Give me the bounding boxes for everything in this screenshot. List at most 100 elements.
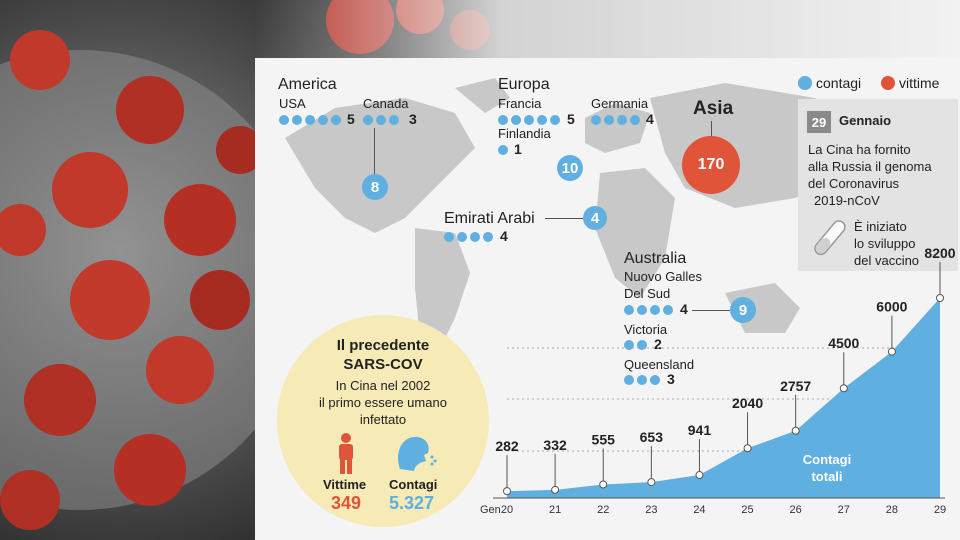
region-australia: Australia bbox=[624, 250, 687, 267]
francia-count: 5 bbox=[567, 111, 575, 127]
data-point bbox=[791, 426, 800, 435]
case-dot bbox=[637, 305, 647, 315]
case-dot bbox=[537, 115, 547, 125]
region-america: America bbox=[278, 76, 337, 93]
area-label-2: totali bbox=[811, 469, 842, 484]
case-dot bbox=[630, 115, 640, 125]
data-point bbox=[503, 487, 511, 496]
case-dot bbox=[624, 375, 634, 385]
calendar-icon: 29 bbox=[807, 111, 831, 133]
case-dot bbox=[624, 340, 634, 350]
germania-count: 4 bbox=[646, 111, 654, 127]
asia-leader-line bbox=[711, 121, 712, 139]
x-tick-label: 22 bbox=[597, 504, 609, 516]
case-dot bbox=[305, 115, 315, 125]
cases-legend-dot bbox=[798, 76, 812, 90]
news-sidebox: 29 Gennaio La Cina ha fornito alla Russi… bbox=[798, 99, 958, 271]
germania-dots bbox=[591, 115, 640, 125]
case-dot bbox=[524, 115, 534, 125]
case-dot bbox=[604, 115, 614, 125]
europa-total-bubble: 10 bbox=[557, 155, 583, 181]
sars-deaths-value: 349 bbox=[331, 493, 362, 513]
case-dot bbox=[389, 115, 399, 125]
canada-count: 3 bbox=[409, 111, 417, 127]
data-label: 2040 bbox=[732, 395, 763, 411]
sars-title-1: Il precedente bbox=[336, 337, 430, 354]
case-dot bbox=[637, 340, 647, 350]
data-label: 2757 bbox=[780, 378, 811, 394]
x-tick-label: 20 bbox=[501, 504, 513, 516]
data-point bbox=[839, 384, 848, 393]
emirati-leader-line bbox=[545, 218, 583, 219]
nsw-dots bbox=[624, 305, 673, 315]
emirati-count: 4 bbox=[500, 228, 508, 244]
francia-dots bbox=[498, 115, 560, 125]
sidebox-vaccine-1: È iniziato bbox=[854, 219, 907, 234]
x-tick-label: 28 bbox=[886, 504, 898, 516]
case-dot bbox=[511, 115, 521, 125]
case-dot bbox=[663, 305, 673, 315]
deaths-legend-dot bbox=[881, 76, 895, 90]
sidebox-vaccine-2: lo sviluppo bbox=[854, 236, 916, 251]
case-dot bbox=[624, 305, 634, 315]
region-europa: Europa bbox=[498, 76, 550, 93]
cases-area-chart: Gen2822033221555226532394124204025275726… bbox=[480, 245, 956, 516]
x-tick-label: 26 bbox=[790, 504, 802, 516]
usa-dots bbox=[279, 115, 341, 125]
sidebox-note-4: 2019-nCoV bbox=[814, 193, 880, 208]
deaths-legend-label: vittime bbox=[899, 75, 940, 91]
finlandia-count: 1 bbox=[514, 141, 522, 157]
state-victoria: Victoria bbox=[624, 322, 668, 337]
sneeze-icon bbox=[398, 436, 437, 471]
area-series bbox=[507, 298, 940, 498]
data-label: 6000 bbox=[876, 299, 907, 315]
x-axis-prefix: Gen bbox=[480, 504, 501, 516]
finlandia-dots bbox=[498, 145, 508, 155]
data-point bbox=[743, 444, 752, 453]
area-label-1: Contagi bbox=[803, 452, 851, 467]
data-point bbox=[647, 478, 656, 487]
case-dot bbox=[637, 375, 647, 385]
case-dot bbox=[498, 115, 508, 125]
data-point bbox=[599, 480, 608, 489]
victoria-dots bbox=[624, 340, 647, 350]
sidebox-note-3: del Coronavirus bbox=[808, 176, 900, 191]
sars-sub-1: In Cina nel 2002 bbox=[335, 378, 431, 393]
sars-sub-3: infettato bbox=[359, 412, 407, 427]
sidebox-month: Gennaio bbox=[839, 113, 892, 128]
data-label: 941 bbox=[688, 422, 712, 438]
country-canada: Canada bbox=[363, 96, 409, 111]
case-dot bbox=[591, 115, 601, 125]
sars-sub-2: il primo essere umano bbox=[319, 395, 447, 410]
case-dot bbox=[498, 145, 508, 155]
canada-dots bbox=[363, 115, 399, 125]
case-dot bbox=[650, 375, 660, 385]
sars-comparison-circle: Il precedente SARS-COV In Cina nel 2002 … bbox=[277, 315, 489, 527]
region-emirati: Emirati Arabi bbox=[444, 210, 535, 227]
case-dot bbox=[617, 115, 627, 125]
infographic-panel: contagi vittime America USA 5 Canada 3 8… bbox=[255, 58, 960, 540]
x-tick-label: 29 bbox=[934, 504, 946, 516]
america-total-bubble: 8 bbox=[362, 174, 388, 200]
country-finlandia: Finlandia bbox=[498, 126, 551, 141]
x-tick-label: 24 bbox=[693, 504, 705, 516]
usa-count: 5 bbox=[347, 111, 355, 127]
case-dot bbox=[483, 232, 493, 242]
country-francia: Francia bbox=[498, 96, 542, 111]
x-tick-label: 25 bbox=[741, 504, 753, 516]
case-dot bbox=[376, 115, 386, 125]
state-nsw-line2: Del Sud bbox=[624, 286, 671, 301]
state-queensland: Queensland bbox=[624, 357, 695, 372]
country-germania: Germania bbox=[591, 96, 649, 111]
nsw-count: 4 bbox=[680, 301, 688, 317]
top-fade bbox=[255, 0, 960, 60]
case-dot bbox=[444, 232, 454, 242]
case-dot bbox=[470, 232, 480, 242]
data-label: 653 bbox=[640, 429, 664, 445]
data-label: 332 bbox=[543, 437, 567, 453]
sidebox-note-2: alla Russia il genoma bbox=[808, 159, 932, 174]
sars-title-2: SARS-COV bbox=[343, 356, 423, 373]
queensland-count: 3 bbox=[667, 371, 675, 387]
australia-leader-line bbox=[692, 310, 730, 311]
